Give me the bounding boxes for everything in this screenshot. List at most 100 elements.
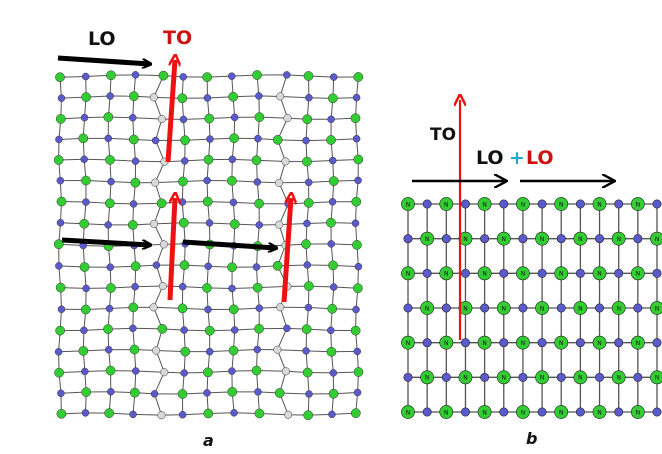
lattice-atom (255, 304, 264, 312)
lattice-atom (499, 199, 509, 209)
lattice-atom (403, 372, 413, 382)
lattice-atom (79, 262, 90, 272)
lattice-atom (272, 134, 283, 145)
lattice-atom (327, 240, 335, 248)
lattice-atom (516, 405, 530, 419)
lattice-atom (150, 390, 159, 398)
lattice-atom (401, 405, 415, 419)
lattice-atom (516, 266, 530, 281)
lattice-atom (82, 284, 90, 293)
lattice-atom (439, 197, 454, 211)
lattice-atom (303, 71, 314, 81)
lattice-atom (352, 134, 361, 143)
lattice-atom (650, 301, 662, 315)
lattice-atom (518, 303, 528, 313)
lattice-atom (106, 70, 116, 81)
panel-b-lo-label-right: LO (526, 147, 554, 169)
lattice-atom (535, 370, 549, 385)
atom-label: N (406, 409, 411, 416)
lattice-atom (499, 268, 509, 278)
atom-label: N (425, 375, 430, 382)
lattice-atom (202, 196, 213, 207)
lattice-atom (104, 198, 115, 209)
lattice-atom (283, 114, 292, 123)
lattice-atom (353, 367, 364, 377)
lattice-atom (614, 199, 624, 209)
lattice-atom (328, 176, 339, 186)
atom-label: N (655, 305, 660, 312)
lattice-atom (104, 408, 115, 418)
lattice-atom (326, 217, 336, 228)
lattice-atom (104, 134, 113, 143)
lattice-atom (633, 303, 643, 313)
lattice-atom (592, 335, 607, 350)
lattice-atom (327, 115, 335, 124)
lattice-atom (305, 390, 313, 398)
lattice-atom (496, 231, 511, 246)
lattice-atom (573, 301, 588, 315)
lattice-atom (595, 234, 605, 244)
lattice-atom (302, 367, 313, 378)
lattice-atom (592, 266, 607, 281)
atom-label: N (482, 340, 487, 347)
lattice-atom (81, 175, 91, 186)
lattice-atom (352, 240, 362, 250)
lattice-atom (55, 282, 66, 293)
lattice-atom (304, 303, 313, 312)
lattice-atom (79, 218, 90, 229)
lattice-atom (303, 198, 314, 208)
atom-label: N (521, 201, 526, 208)
lattice-atom (554, 266, 569, 281)
lattice-atom (204, 325, 215, 336)
lattice-atom (179, 260, 190, 270)
panel-a: LO TO a (53, 27, 364, 450)
lattice-atom (228, 72, 236, 80)
panel-a-to-arrow-top (165, 60, 175, 163)
panel-b: N N N N N N N N N N N N N N N N N N N N N N N N N N N N N N N N N N N N N N N N… (401, 100, 662, 448)
lattice-atom (149, 93, 158, 102)
lattice-atom (499, 407, 509, 417)
lattice-atom (253, 345, 262, 354)
atom-label: N (559, 409, 564, 416)
lattice-atom (177, 303, 188, 314)
lattice-atom (326, 135, 336, 145)
lattice-bond (256, 370, 286, 372)
lattice-atom (107, 177, 115, 186)
panel-a-lo-arrow-mid-right (182, 239, 276, 248)
lattice-atom (535, 301, 549, 315)
lattice-atom (129, 387, 140, 398)
lattice-atom (477, 266, 492, 281)
lattice-atom (78, 346, 89, 356)
lattice-atom (441, 372, 451, 382)
lattice-atom (55, 262, 63, 270)
lattice-atom (329, 369, 338, 377)
lattice-atom (157, 114, 166, 124)
lattice-bond (156, 350, 186, 353)
lattice-atom (458, 370, 473, 385)
lattice-atom (252, 70, 262, 80)
lattice-atom (573, 370, 588, 385)
lattice-atom (81, 409, 90, 417)
lattice-atom (537, 407, 547, 417)
atom-label: N (521, 409, 526, 416)
lattice-atom (202, 283, 212, 293)
lattice-atom (422, 199, 432, 209)
atom-label: N (540, 305, 545, 312)
lattice-atom (57, 94, 66, 102)
panel-a-to-arrow-mid-left (167, 198, 175, 301)
lattice-atom (575, 407, 585, 417)
atom-label: N (636, 271, 641, 278)
lattice-atom (496, 301, 511, 315)
lattice-atom (104, 345, 113, 354)
lattice-atom (159, 240, 168, 249)
lattice-atom (422, 338, 432, 348)
lattice-atom (281, 157, 290, 166)
lattice-atom (252, 263, 261, 271)
atom-label: N (482, 409, 487, 416)
lattice-atom (54, 348, 63, 356)
lattice-atom (57, 389, 65, 398)
lattice-atom (177, 93, 188, 104)
lattice-atom (303, 261, 312, 269)
lattice-atom (230, 326, 239, 334)
lattice-atom (81, 387, 92, 397)
